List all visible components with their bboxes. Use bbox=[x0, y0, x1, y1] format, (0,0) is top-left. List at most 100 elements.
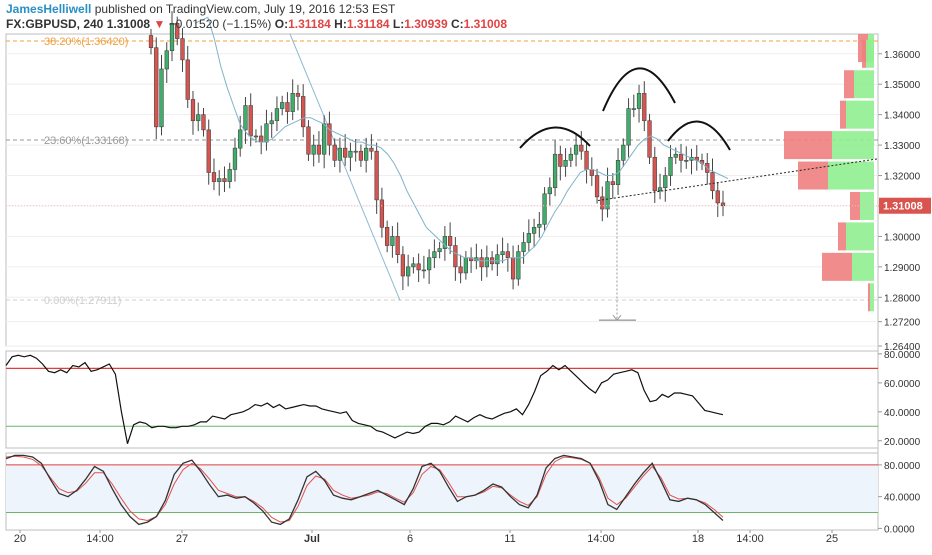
candle-up bbox=[411, 263, 416, 268]
candle-down bbox=[180, 38, 185, 61]
candle-down bbox=[400, 254, 406, 277]
candle-down bbox=[222, 178, 227, 182]
candle-up bbox=[563, 160, 568, 167]
volume-bar-up bbox=[866, 39, 874, 68]
time-axis-label: 14:00 bbox=[736, 533, 764, 545]
author-link[interactable]: JamesHelliwell bbox=[6, 2, 92, 16]
candle-down bbox=[211, 172, 217, 182]
candle-up bbox=[516, 251, 521, 280]
last-price-tag-label: 1.31008 bbox=[883, 201, 923, 213]
fib-level-label: 0.00%(1.27911) bbox=[44, 295, 121, 307]
candle-down bbox=[175, 23, 180, 39]
candle-down bbox=[369, 147, 374, 152]
stoch-d-line bbox=[5, 455, 724, 523]
rsi-tick-label: 20.0000 bbox=[884, 437, 921, 448]
volume-bar-up bbox=[846, 100, 874, 129]
candle-up bbox=[406, 266, 411, 277]
close-value: 1.31008 bbox=[463, 17, 508, 31]
neckline bbox=[597, 158, 879, 201]
candle-down bbox=[190, 99, 196, 122]
candle-down bbox=[678, 153, 684, 161]
candle-up bbox=[169, 23, 175, 52]
candle-up bbox=[463, 257, 468, 274]
head-arc bbox=[602, 67, 676, 112]
price-tick-label: 1.32000 bbox=[884, 172, 921, 183]
low-label: L: bbox=[392, 17, 405, 31]
candle-up bbox=[274, 108, 280, 122]
candle-up bbox=[552, 153, 558, 189]
time-axis-label: 14:00 bbox=[587, 533, 615, 545]
candle-down bbox=[385, 226, 390, 246]
candle-down bbox=[715, 190, 720, 204]
stoch-tick-label: 0.0000 bbox=[884, 524, 915, 535]
candle-down bbox=[295, 93, 301, 97]
close-label: C: bbox=[450, 17, 464, 31]
candle-up bbox=[253, 135, 259, 138]
candle-up bbox=[673, 153, 678, 158]
volume-bar-up bbox=[846, 222, 874, 251]
candle-up bbox=[626, 108, 631, 146]
rsi-line bbox=[5, 354, 724, 444]
moving-average-line bbox=[194, 16, 729, 262]
candle-up bbox=[232, 147, 238, 170]
stoch-tick-label: 40.0000 bbox=[884, 493, 921, 504]
volume-bar-down bbox=[862, 39, 866, 68]
candle-down bbox=[579, 144, 584, 152]
price-tick-label: 1.30000 bbox=[884, 232, 921, 243]
target-arrow-icon bbox=[612, 314, 622, 321]
candle-up bbox=[531, 226, 537, 234]
candle-down bbox=[201, 114, 206, 131]
price-tick-label: 1.28000 bbox=[884, 293, 921, 304]
candle-up bbox=[164, 50, 169, 70]
price-tick-label: 1.34000 bbox=[884, 111, 921, 122]
volume-bar-down bbox=[838, 222, 846, 251]
rsi-tick-label: 40.0000 bbox=[884, 408, 921, 419]
price-tick-label: 1.36000 bbox=[884, 50, 921, 61]
candle-down bbox=[301, 96, 306, 128]
candle-up bbox=[521, 242, 526, 252]
candle-down bbox=[332, 144, 337, 161]
stoch-tick-label: 80.0000 bbox=[884, 461, 921, 472]
volume-bar-up bbox=[852, 252, 874, 281]
volume-bar-down bbox=[822, 252, 852, 281]
fib-level-label: 38.20%(1.36420) bbox=[44, 36, 128, 48]
candle-up bbox=[364, 147, 369, 161]
time-axis-label: 25 bbox=[826, 533, 838, 545]
stoch-band-fill bbox=[6, 464, 878, 513]
candle-up bbox=[421, 269, 427, 272]
candle-up bbox=[542, 193, 547, 225]
candle-down bbox=[185, 59, 190, 100]
rsi-tick-label: 60.0000 bbox=[884, 379, 921, 390]
rsi-tick-label: 80.0000 bbox=[884, 350, 921, 361]
candle-down bbox=[374, 150, 379, 201]
candle-up bbox=[196, 114, 201, 122]
candle-up bbox=[337, 147, 343, 161]
candle-down bbox=[594, 175, 600, 198]
price-tick-label: 1.27200 bbox=[884, 318, 921, 329]
volume-bar-up bbox=[832, 131, 874, 160]
candle-up bbox=[426, 257, 432, 271]
candle-up bbox=[621, 144, 626, 161]
candle-up bbox=[437, 248, 442, 252]
high-label: H: bbox=[334, 17, 347, 31]
candle-up bbox=[631, 108, 636, 110]
candles bbox=[148, 11, 726, 290]
symbol-label[interactable]: FX:GBPUSD, 240 bbox=[6, 17, 104, 31]
candle-down bbox=[642, 93, 647, 122]
candle-up bbox=[264, 123, 269, 143]
candle-down bbox=[259, 135, 264, 143]
candle-up bbox=[290, 93, 295, 112]
price-tick-label: 1.26400 bbox=[884, 342, 921, 353]
candle-up bbox=[537, 223, 542, 228]
candle-up bbox=[348, 150, 353, 158]
stoch-k-line bbox=[5, 454, 724, 526]
candle-down bbox=[416, 263, 421, 271]
high-value: 1.31184 bbox=[346, 17, 390, 31]
down-arrow-icon: ▼ bbox=[153, 17, 166, 31]
candle-down bbox=[379, 199, 385, 228]
volume-profile bbox=[784, 34, 874, 312]
candle-up bbox=[605, 181, 610, 210]
candle-down bbox=[447, 236, 453, 246]
